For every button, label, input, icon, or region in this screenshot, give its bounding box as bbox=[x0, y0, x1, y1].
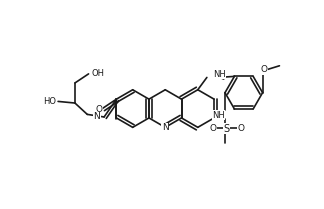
Text: O: O bbox=[237, 125, 244, 134]
Text: O: O bbox=[261, 65, 268, 74]
Text: OH: OH bbox=[91, 69, 104, 78]
Text: S: S bbox=[224, 124, 230, 134]
Text: O: O bbox=[96, 105, 102, 114]
Text: NH: NH bbox=[212, 111, 225, 120]
Text: O: O bbox=[209, 125, 216, 134]
Text: N: N bbox=[162, 123, 168, 132]
Text: HO: HO bbox=[43, 97, 56, 106]
Text: N: N bbox=[94, 112, 100, 121]
Text: NH: NH bbox=[213, 70, 226, 79]
